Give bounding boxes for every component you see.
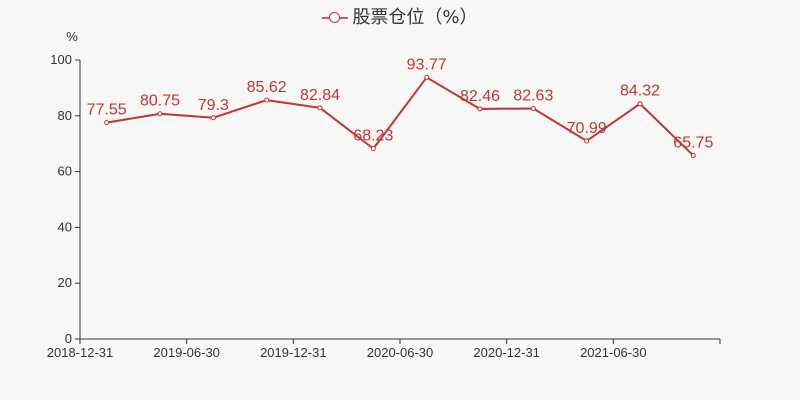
y-tick-label: 0 [65, 331, 72, 346]
x-tick-label: 2021-06-30 [580, 345, 647, 360]
data-point [637, 101, 643, 107]
data-point [530, 105, 536, 111]
data-point [370, 146, 376, 152]
data-label: 65.75 [673, 135, 713, 152]
x-tick-label: 2020-12-31 [473, 345, 540, 360]
data-point [210, 115, 216, 121]
y-tick-label: 100 [50, 52, 72, 67]
series-line [106, 76, 695, 157]
data-label: 68.23 [353, 128, 393, 145]
y-tick-label: 40 [58, 219, 72, 234]
data-label: 82.63 [513, 87, 553, 104]
data-label: 79.3 [198, 97, 229, 114]
data-point [584, 138, 590, 144]
data-label: 93.77 [407, 56, 447, 73]
y-axis-title: % [66, 29, 78, 44]
data-label: 82.46 [460, 88, 500, 105]
legend-label: 股票仓位（%） [352, 7, 478, 28]
data-label: 77.55 [87, 102, 127, 119]
data-label: 84.32 [620, 83, 660, 100]
data-point [477, 106, 483, 112]
data-label: 70.99 [567, 120, 607, 137]
x-tick-label: 2019-12-31 [260, 345, 327, 360]
x-tick-label: 2020-06-30 [367, 345, 434, 360]
data-label: 85.62 [247, 79, 287, 96]
data-label: 80.75 [140, 93, 180, 110]
y-tick-label: 80 [58, 108, 72, 123]
data-point [424, 74, 430, 80]
data-point [157, 111, 163, 117]
data-point [104, 120, 110, 126]
x-tick-label: 2018-12-31 [47, 345, 114, 360]
data-point [264, 97, 270, 103]
legend-line-marker-icon [322, 11, 349, 25]
data-label: 82.84 [300, 87, 340, 104]
chart-legend[interactable]: 股票仓位（%） [0, 3, 800, 29]
data-point [690, 153, 696, 159]
x-tick-label: 2019-06-30 [153, 345, 220, 360]
y-tick-label: 20 [58, 275, 72, 290]
y-tick-label: 60 [58, 164, 72, 179]
data-point [317, 105, 323, 111]
